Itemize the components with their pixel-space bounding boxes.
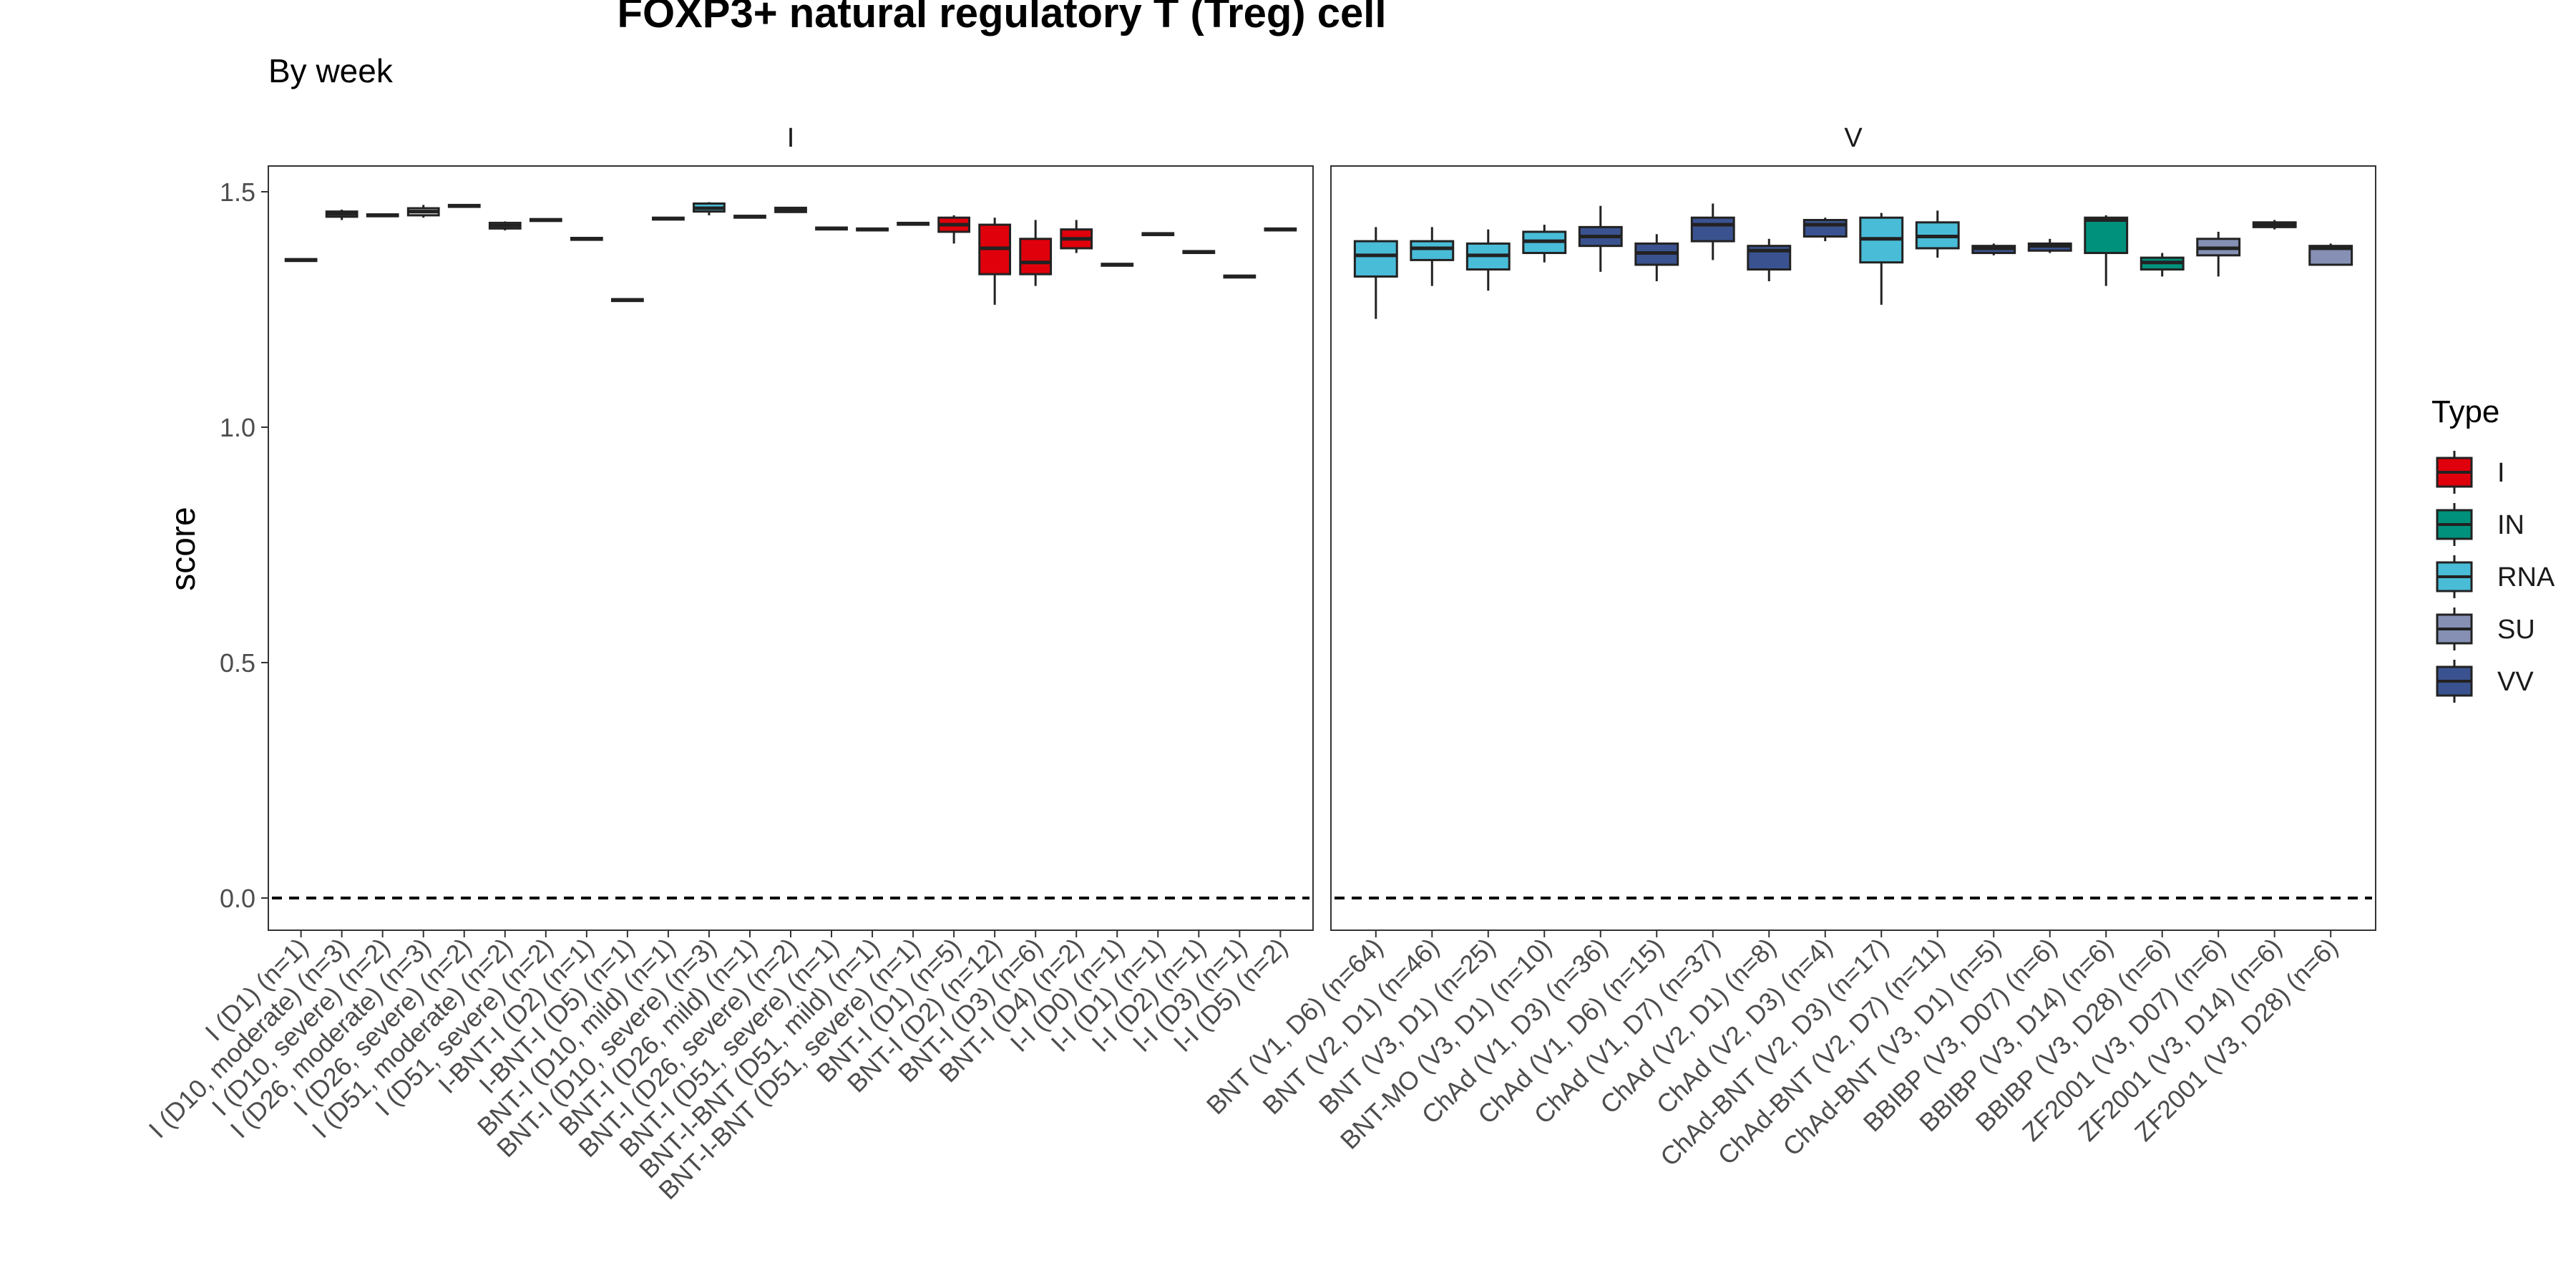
box-bnt-v3-d1-n-25- bbox=[1465, 229, 1511, 291]
chart-subtitle: By week bbox=[268, 52, 394, 89]
box-zf2001-v3-d07-n-6- bbox=[2196, 231, 2241, 277]
legend-item-rna: RNA bbox=[2436, 555, 2555, 598]
box-bnt-i-d51-severe-n-1- bbox=[815, 226, 848, 231]
box-chad-bnt-v2-d3-n-17- bbox=[1859, 213, 1904, 305]
legend-label: VV bbox=[2497, 667, 2534, 697]
y-tick-label: 1.5 bbox=[220, 177, 255, 207]
box-bnt-i-bnt-d51-severe-n-1- bbox=[897, 221, 930, 226]
box-i-bnt-i-d2-n-1- bbox=[570, 236, 603, 241]
y-tick-label: 0.5 bbox=[220, 648, 255, 678]
box-chad-bnt-v2-d7-n-11- bbox=[1915, 210, 1960, 258]
box-bnt-i-d3-n-6- bbox=[1019, 220, 1053, 286]
box-bnt-v2-d1-n-46- bbox=[1410, 227, 1455, 286]
panel-frame bbox=[268, 165, 1314, 931]
box-body bbox=[1410, 240, 1455, 261]
box-body bbox=[1019, 238, 1053, 275]
box-body bbox=[1690, 216, 1735, 243]
box-i-bnt-i-d5-n-1- bbox=[610, 298, 644, 303]
strip-label: I bbox=[787, 123, 795, 153]
box-i-i-d1-n-1- bbox=[1141, 232, 1175, 237]
box-bnt-i-d26-mild-n-1- bbox=[733, 215, 766, 219]
box-chad-v2-d1-n-8- bbox=[1747, 238, 1792, 282]
box-bnt-i-d4-n-2- bbox=[1060, 220, 1093, 253]
box-i-d51-moderate-n-2- bbox=[488, 221, 522, 230]
panel-frame bbox=[1330, 165, 2376, 931]
box-i-i-d2-n-1- bbox=[1182, 250, 1216, 255]
box-bnt-i-d10-mild-n-1- bbox=[652, 216, 685, 221]
legend-item-i: I bbox=[2436, 451, 2505, 494]
box-body bbox=[1353, 240, 1398, 278]
legend-label: SU bbox=[2497, 615, 2535, 645]
box-chad-v2-d3-n-4- bbox=[1802, 218, 1848, 242]
chart-panels: I0.00.51.01.5I (D1) (n=1)I (D10, moderat… bbox=[143, 123, 2376, 1205]
box-bnt-i-d26-severe-n-2- bbox=[774, 206, 807, 213]
box-bbibp-v3-d07-n-6- bbox=[2027, 238, 2072, 253]
box-bbibp-v3-d14-n-6- bbox=[2084, 215, 2129, 286]
box-i-d10-severe-n-2- bbox=[366, 213, 399, 218]
legend-item-in: IN bbox=[2436, 503, 2524, 546]
box-zf2001-v3-d28-n-6- bbox=[2308, 243, 2353, 266]
strip-label: V bbox=[1844, 123, 1863, 153]
y-tick-label: 0.0 bbox=[220, 884, 255, 913]
legend-item-su: SU bbox=[2436, 608, 2535, 650]
box-i-d26-moderate-n-3- bbox=[406, 205, 440, 218]
box-chad-v1-d3-n-36- bbox=[1578, 205, 1623, 272]
box-i-d10-moderate-n-3- bbox=[325, 210, 358, 220]
legend-label: RNA bbox=[2497, 562, 2555, 592]
box-body bbox=[1802, 218, 1848, 238]
box-bnt-i-d2-n-12- bbox=[978, 218, 1012, 305]
box-zf2001-v3-d14-n-6- bbox=[2252, 220, 2297, 230]
y-tick-label: 1.0 bbox=[220, 413, 255, 442]
box-chad-bnt-v3-d1-n-5- bbox=[1971, 243, 2016, 255]
box-bnt-i-bnt-d51-mild-n-1- bbox=[856, 227, 889, 232]
box-i-i-d3-n-1- bbox=[1223, 274, 1257, 279]
box-body bbox=[2084, 216, 2129, 255]
legend-label: IN bbox=[2497, 510, 2524, 540]
chart-title: FOXP3+ natural regulatory T (Treg) cell bbox=[618, 0, 1387, 36]
box-chad-v1-d6-n-15- bbox=[1634, 234, 1679, 282]
y-axis-label: score bbox=[165, 507, 203, 590]
box-bbibp-v3-d28-n-6- bbox=[2140, 253, 2185, 277]
box-bnt-i-d1-n-5- bbox=[937, 215, 971, 244]
box-chad-v1-d7-n-37- bbox=[1690, 203, 1735, 260]
box-bnt-mo-v3-d1-n-10- bbox=[1522, 225, 1567, 263]
box-i-d1-n-1- bbox=[284, 258, 318, 263]
box-bnt-i-d10-severe-n-3- bbox=[693, 202, 726, 215]
legend-item-vv: VV bbox=[2436, 660, 2534, 703]
box-bnt-v1-d6-n-64- bbox=[1353, 227, 1398, 319]
box-i-d26-severe-n-2- bbox=[447, 203, 481, 208]
box-i-i-d5-n-2- bbox=[1264, 227, 1297, 232]
legend: Type I IN RNA SU VV bbox=[2431, 394, 2555, 703]
box-i-d51-severe-n-2- bbox=[529, 218, 562, 223]
legend-title: Type bbox=[2431, 394, 2499, 429]
legend-label: I bbox=[2497, 458, 2505, 488]
box-i-i-d0-n-1- bbox=[1101, 263, 1134, 267]
panel-I: I0.00.51.01.5I (D1) (n=1)I (D10, moderat… bbox=[143, 123, 1314, 1205]
